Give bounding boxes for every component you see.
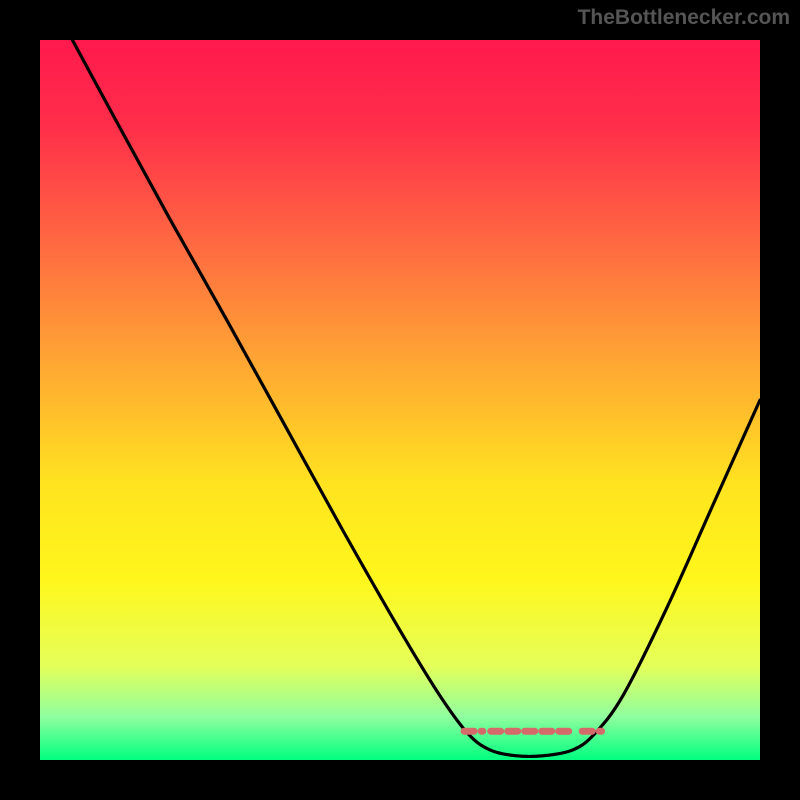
watermark: TheBottlenecker.com [578,6,790,30]
gradient-background [40,40,760,760]
bottleneck-chart [40,40,760,760]
